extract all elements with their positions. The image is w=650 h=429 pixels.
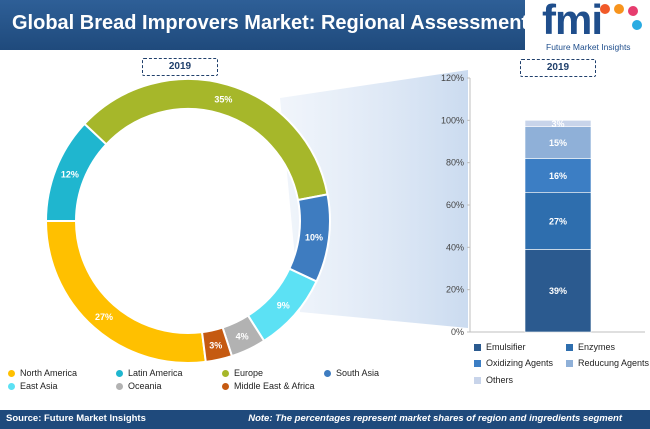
legend-swatch [324, 369, 331, 377]
donut-slice-middle-east-africa [200, 326, 234, 363]
legend-label: North America [20, 368, 78, 378]
legend-swatch [566, 359, 573, 367]
legend-swatch [8, 369, 15, 377]
legend-item-reducung-agents: Reducung Agents [566, 358, 649, 368]
legend-label: Emulsifier [486, 342, 526, 352]
legend-swatch [8, 382, 15, 390]
bar-segment-enzymes [524, 192, 592, 250]
donut-label-europe: 35% [214, 95, 232, 105]
bar-label-reducung-agents: 15% [549, 138, 567, 148]
logo-dot-icon [600, 4, 610, 14]
bar-segment-emulsifier [524, 249, 592, 333]
logo-tagline: Future Market Insights [546, 42, 631, 52]
legend-item-oceania: Oceania [116, 381, 162, 391]
footer-source: Source: Future Market Insights [6, 413, 146, 424]
legend-item-europe: Europe [222, 368, 263, 378]
legend-item-latin-america: Latin America [116, 368, 183, 378]
legend-label: Latin America [128, 368, 183, 378]
donut-label-south-asia: 10% [305, 232, 323, 242]
logo-dot-icon [628, 6, 638, 16]
bar-year-label: 2019 [520, 59, 596, 77]
legend-swatch [474, 376, 481, 384]
legend-item-others: Others [474, 375, 513, 385]
bar-segment-others [524, 120, 592, 127]
donut-slice-north-america [44, 220, 207, 364]
donut-label-east-asia: 9% [277, 300, 290, 310]
bar-label-enzymes: 27% [549, 216, 567, 226]
legend-swatch [116, 382, 123, 390]
legend-swatch [116, 369, 123, 377]
donut-year-label: 2019 [142, 58, 218, 76]
legend-item-middle-east-africa: Middle East & Africa [222, 381, 315, 391]
donut-chart: 27% 12% 35% 10% 9% 4% 3% [44, 78, 331, 364]
legend-label: Others [486, 375, 514, 385]
page-title: Global Bread Improvers Market: Regional … [12, 12, 529, 34]
y-tick-label: 100% [441, 115, 464, 125]
logo-dot-icon [632, 20, 642, 30]
legend-item-oxidizing-agents: Oxidizing Agents [474, 358, 553, 368]
y-tick-label: 20% [446, 285, 464, 295]
legend-label: Oceania [128, 381, 162, 391]
stacked-bar-chart: 0% 20% 40% 60% 80% 100% 120% 39% 27% 16% 15% 3% [441, 73, 645, 337]
legend-label: Europe [234, 368, 264, 378]
bar-label-others: 3% [551, 119, 564, 129]
legend-swatch [222, 382, 229, 390]
header-bar: Global Bread Improvers Market: Regional … [0, 0, 529, 50]
y-tick-label: 0% [451, 327, 464, 337]
donut-label-oceania: 4% [236, 331, 249, 341]
logo-dot-icon [614, 4, 624, 14]
footer-note: Note: The percentages represent market s… [248, 413, 622, 424]
legend-item-emulsifier: Emulsifier [474, 342, 526, 352]
bar-segment-reducung-agents [524, 126, 592, 159]
legend-item-south-asia: South Asia [324, 368, 379, 378]
y-tick-label: 120% [441, 73, 464, 83]
legend-label: Oxidizing Agents [486, 358, 554, 368]
legend-swatch [474, 359, 481, 367]
logo-mark: fmi [542, 0, 603, 43]
legend-swatch [474, 343, 481, 351]
legend-item-east-asia: East Asia [8, 381, 58, 391]
y-tick-label: 40% [446, 242, 464, 252]
donut-label-middle-east-africa: 3% [209, 340, 222, 350]
donut-label-latin-america: 12% [61, 170, 79, 180]
legend-swatch [222, 369, 229, 377]
legend-label: Middle East & Africa [234, 381, 315, 391]
legend-item-north-america: North America [8, 368, 77, 378]
legend-swatch [566, 343, 573, 351]
legend-label: East Asia [20, 381, 58, 391]
footer-bar: Source: Future Market Insights Note: The… [0, 410, 650, 429]
connector-beam [280, 70, 468, 328]
legend-label: Reducung Agents [578, 358, 650, 368]
donut-label-north-america: 27% [95, 312, 113, 322]
fmi-logo: fmi Future Market Insights [540, 0, 648, 54]
bar-label-oxidizing-agents: 16% [549, 171, 567, 181]
bar-label-emulsifier: 39% [549, 286, 567, 296]
legend-item-enzymes: Enzymes [566, 342, 615, 352]
y-tick-label: 80% [446, 158, 464, 168]
legend-label: South Asia [336, 368, 380, 378]
y-tick-label: 60% [446, 200, 464, 210]
legend-label: Enzymes [578, 342, 616, 352]
